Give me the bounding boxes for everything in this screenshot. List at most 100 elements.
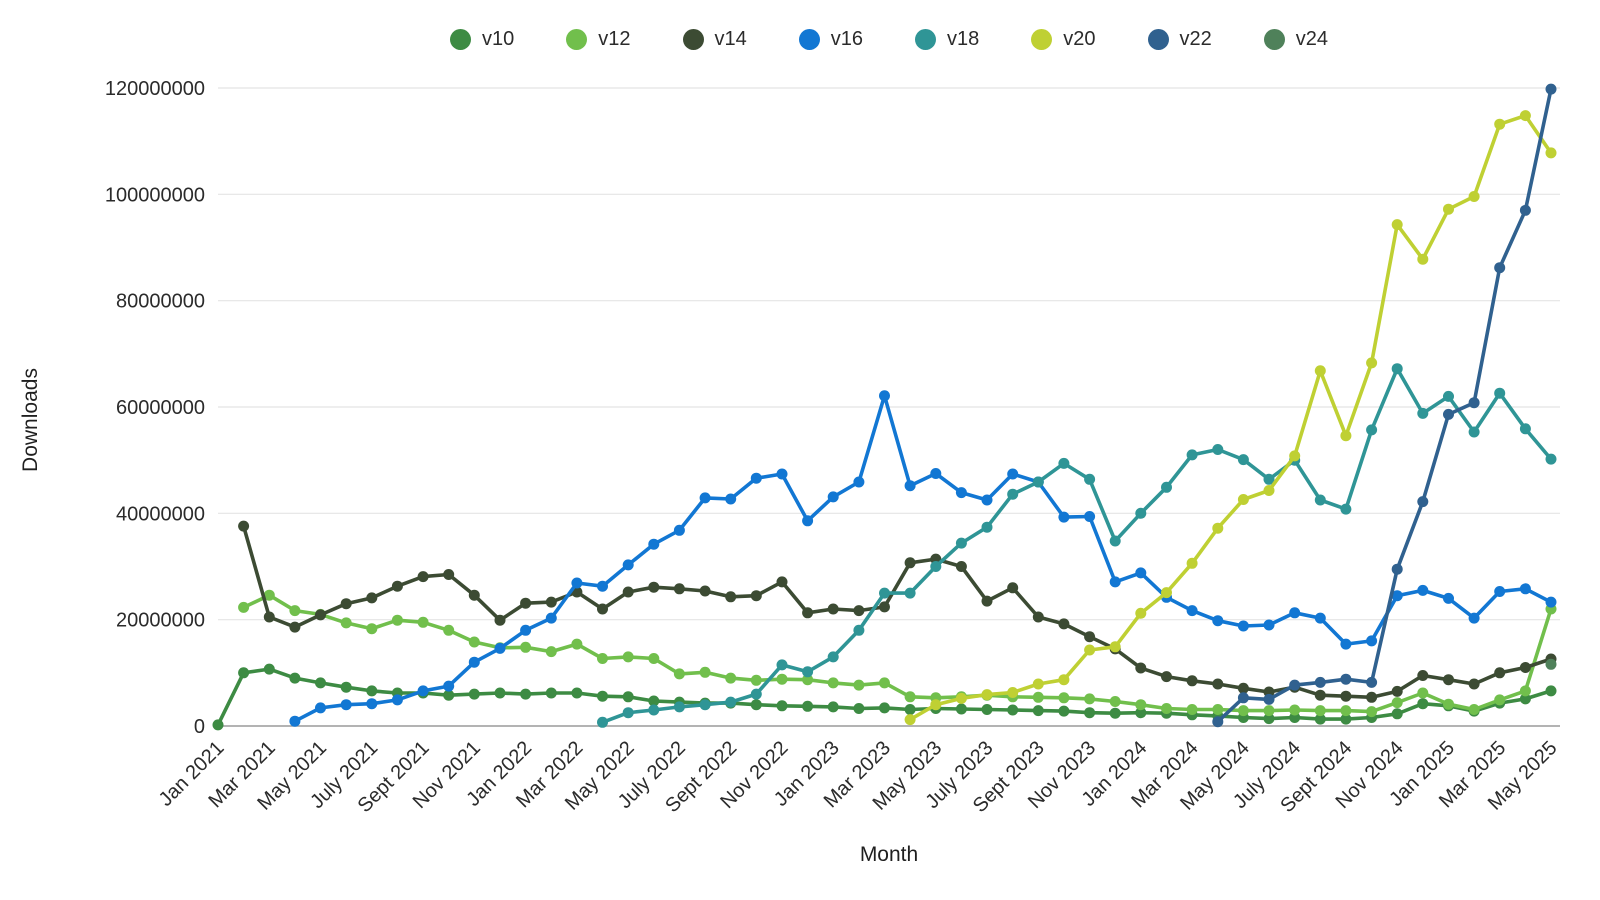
legend-item-v16[interactable]: v16 [798,28,863,51]
legend-item-v20[interactable]: v20 [1031,28,1096,51]
data-point-v10 [1109,707,1121,719]
data-point-v16 [1058,511,1070,523]
data-point-v16 [494,642,506,654]
data-point-v18 [879,587,890,599]
data-point-v10 [1084,707,1096,719]
data-point-v16 [1443,592,1454,604]
data-point-v12 [1263,705,1275,717]
data-point-v14 [366,592,378,604]
data-point-v14 [1212,678,1224,690]
y-axis-title: Downloads [19,368,42,472]
data-point-v14 [725,591,737,603]
legend-label: v10 [482,28,515,50]
data-point-v10 [1135,707,1147,719]
data-point-v10 [315,677,326,689]
data-point-v22 [1519,204,1531,216]
data-point-v16 [648,538,660,550]
data-point-v12 [673,668,685,680]
data-point-v14 [1391,685,1403,697]
data-point-v10 [750,699,762,711]
data-point-v12 [520,641,532,653]
data-point-v12 [443,624,455,636]
data-point-v12 [1443,698,1454,710]
data-point-v14 [494,614,506,626]
data-point-v20 [1135,607,1147,619]
data-point-v14 [468,589,480,601]
legend-item-v22[interactable]: v22 [1147,28,1212,51]
data-point-v14 [443,569,455,580]
series-line-v18 [600,366,1553,725]
data-point-v16 [520,624,532,636]
legend-item-v10[interactable]: v10 [450,28,514,51]
legend-item-v24[interactable]: v24 [1263,28,1328,51]
data-point-v22 [1417,496,1429,508]
data-point-v14 [1366,691,1378,703]
series-line-v20 [908,113,1553,722]
legend-label: v12 [598,28,631,50]
y-tick-label: 120000000 [105,78,205,100]
data-point-v20 [1366,357,1378,369]
data-point-v20 [904,714,916,726]
data-point-v12 [1186,704,1198,715]
y-tick-label: 40000000 [116,503,205,525]
data-point-v10 [1263,713,1275,725]
data-point-v14 [263,611,275,623]
legend-item-v14[interactable]: v14 [682,28,747,51]
data-point-v22 [1545,83,1557,95]
data-point-v18 [1032,476,1044,488]
data-point-v18 [622,707,634,719]
data-point-v20 [1084,644,1096,656]
series-line-v16 [293,394,1553,723]
data-point-v14 [1186,675,1198,687]
legend-label: v20 [1063,28,1096,50]
data-point-v12 [1391,697,1403,709]
data-point-v10 [981,704,993,715]
data-point-v14 [699,585,711,597]
data-point-v18 [904,587,916,599]
data-point-v18 [1340,503,1352,515]
data-point-v18 [597,716,608,728]
data-point-v12 [750,674,762,686]
data-point-v16 [673,524,685,536]
data-point-v22 [1314,676,1326,688]
data-point-v16 [1468,612,1480,624]
data-point-v10 [443,689,455,701]
data-point-v14 [417,571,429,583]
data-point-v20 [1545,147,1557,159]
data-point-v18 [1545,453,1557,465]
data-point-v10 [263,663,275,675]
data-point-v18 [1058,457,1070,469]
series-v24 [1545,658,1557,670]
legend-marker-v20 [1031,29,1053,50]
data-point-v18 [1084,473,1096,485]
data-point-v18 [1237,454,1249,466]
data-point-v14 [853,605,865,617]
data-point-v16 [1237,620,1249,632]
legend-item-v18[interactable]: v18 [915,28,979,51]
data-point-v10 [238,667,250,679]
data-point-v14 [776,576,788,588]
data-point-v14 [673,583,685,595]
data-point-v20 [1237,494,1249,505]
data-point-v16 [545,612,557,624]
data-point-v16 [1289,607,1301,619]
series-v14 [238,520,1557,703]
data-point-v14 [1058,618,1070,630]
data-point-v16 [289,715,301,727]
y-tick-label: 20000000 [116,610,205,632]
series-line-v14 [241,524,1553,700]
legend-label: v18 [947,28,980,50]
data-point-v12 [1366,706,1378,718]
data-point-v12 [648,653,660,664]
data-point-v18 [673,701,685,713]
data-point-v10 [571,687,583,699]
data-point-v18 [1109,535,1121,547]
legend-item-v12[interactable]: v12 [566,28,631,51]
data-point-v18 [853,624,865,636]
legend-marker-v14 [682,29,704,50]
data-point-v18 [1007,488,1019,500]
legend-label: v14 [714,28,747,50]
data-point-v14 [597,603,608,615]
data-point-v10 [776,700,788,712]
data-point-v18 [750,688,762,700]
